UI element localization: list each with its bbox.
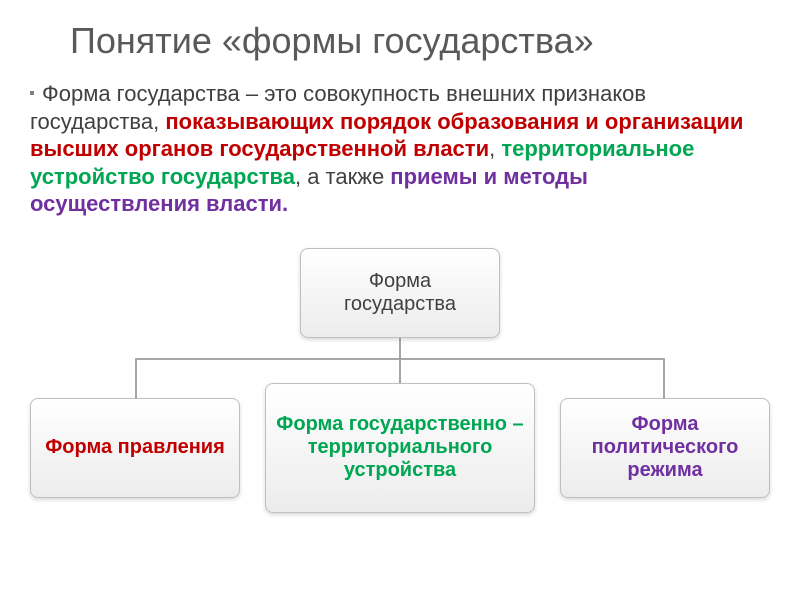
definition-sep1: ,: [489, 136, 501, 161]
connector: [399, 338, 401, 358]
definition-paragraph: Форма государства – это совокупность вне…: [0, 62, 800, 218]
node-mid: Форма государственно – территориального …: [265, 383, 535, 513]
page-title: Понятие «формы государства»: [0, 0, 800, 62]
node-left: Форма правления: [30, 398, 240, 498]
definition-sep2: , а также: [295, 164, 390, 189]
connector: [135, 358, 137, 398]
diagram-container: Форма государства Форма правления Форма …: [0, 238, 800, 518]
node-top: Форма государства: [300, 248, 500, 338]
node-right: Форма политического режима: [560, 398, 770, 498]
connector: [663, 358, 665, 398]
connector: [399, 358, 401, 383]
bullet-icon: [30, 91, 34, 95]
